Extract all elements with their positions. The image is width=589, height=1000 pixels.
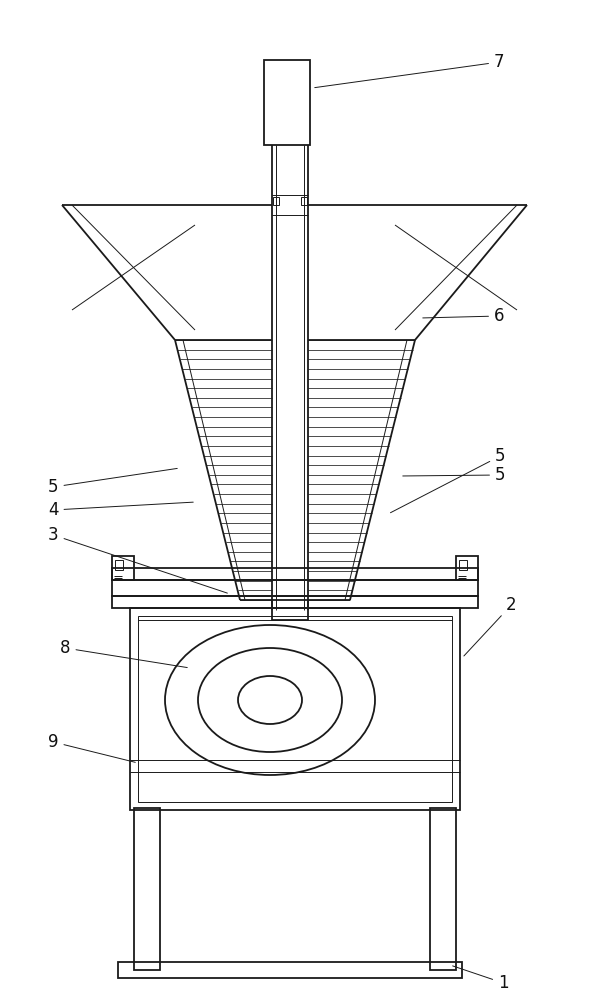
- Bar: [112, 556, 134, 580]
- Bar: [459, 560, 467, 570]
- Bar: [456, 556, 478, 580]
- Bar: [301, 197, 307, 205]
- Bar: [430, 808, 456, 970]
- Bar: [112, 580, 478, 596]
- Bar: [115, 560, 123, 570]
- Bar: [138, 616, 452, 802]
- Text: 4: 4: [48, 501, 193, 519]
- Text: 8: 8: [60, 639, 187, 668]
- Text: 1: 1: [452, 966, 509, 992]
- Text: 6: 6: [423, 307, 505, 325]
- Bar: [112, 568, 478, 580]
- Text: 7: 7: [315, 53, 505, 88]
- Bar: [118, 962, 462, 978]
- Bar: [134, 808, 160, 970]
- Text: 3: 3: [48, 526, 227, 593]
- Bar: [130, 608, 460, 810]
- Text: 5: 5: [391, 447, 505, 513]
- Bar: [272, 600, 308, 620]
- Text: 2: 2: [464, 596, 517, 656]
- Text: 5: 5: [48, 468, 177, 496]
- Bar: [112, 596, 478, 608]
- Text: 5: 5: [403, 466, 505, 484]
- Text: 9: 9: [48, 733, 135, 762]
- Bar: [273, 197, 279, 205]
- Bar: [264, 60, 310, 145]
